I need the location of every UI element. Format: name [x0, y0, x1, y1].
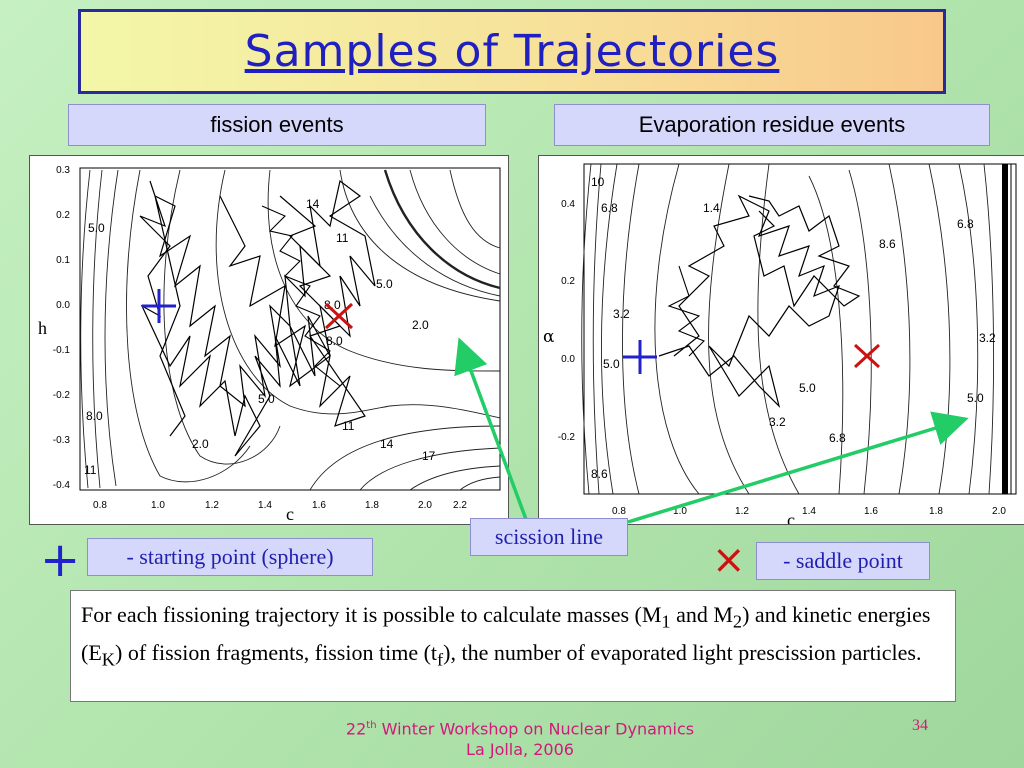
contour-label: 6.8: [829, 431, 846, 445]
y-tick: -0.2: [558, 432, 576, 443]
saddle-point-marker: [853, 343, 881, 369]
x-tick: 1.4: [258, 500, 272, 511]
x-tick: 1.2: [205, 500, 219, 511]
fission-events-header: fission events: [68, 104, 486, 146]
x-tick: 2.0: [418, 500, 432, 511]
contour-label: 1.4: [703, 201, 720, 215]
page-number: 34: [912, 717, 928, 734]
contour-label: 14: [380, 437, 394, 451]
y-axis-label: h: [38, 318, 47, 338]
title-box: Samples of Trajectories: [78, 9, 946, 94]
starting-point-legend: - starting point (sphere): [87, 538, 373, 576]
contour-label: 11: [336, 231, 349, 245]
contour-label: 11: [342, 419, 355, 433]
contour-label: 3.2: [979, 331, 996, 345]
contour-label: 2.0: [192, 437, 209, 451]
scission-line-label: scission line: [470, 518, 628, 556]
saddle-point-marker: [324, 302, 354, 330]
contour-label: 10: [591, 175, 605, 189]
x-tick: 1.6: [312, 500, 326, 511]
slide-title: Samples of Trajectories: [244, 26, 780, 77]
x-tick: 1.8: [365, 500, 379, 511]
y-tick: 0.2: [561, 276, 575, 287]
x-tick: 1.0: [673, 506, 687, 517]
x-tick: 1.6: [864, 506, 878, 517]
x-tick: 0.8: [93, 500, 107, 511]
contour-label: 17: [422, 449, 436, 463]
start-legend-plus-icon: +: [40, 532, 81, 588]
contour-label: 5.0: [258, 392, 275, 406]
x-axis-label: c: [787, 510, 795, 524]
y-tick: 0.2: [56, 210, 70, 221]
x-tick: 0.8: [612, 506, 626, 517]
description-text: For each fissioning trajectory it is pos…: [70, 590, 956, 702]
contour-label: 6.8: [957, 217, 974, 231]
y-tick: -0.4: [53, 480, 71, 491]
fission-trajectory-plot: 5.0 14 11 5.0 8.0 2.0 8.0 5.0 2.0 11 11 …: [29, 155, 509, 525]
saddle-legend-cross-icon: ×: [712, 537, 746, 583]
x-tick: 1.2: [735, 506, 749, 517]
contour-label: 8.0: [324, 298, 341, 312]
contour-label: 8.0: [326, 334, 343, 348]
start-point-marker: [623, 340, 657, 374]
evaporation-residue-header: Evaporation residue events: [554, 104, 990, 146]
x-tick: 1.0: [151, 500, 165, 511]
contour-label: 8.6: [879, 237, 896, 251]
saddle-point-legend: - saddle point: [756, 542, 930, 580]
x-tick: 1.4: [802, 506, 816, 517]
contour-label: 3.2: [769, 415, 786, 429]
contour-label: 2.0: [412, 318, 429, 332]
contour-label: 5.0: [799, 381, 816, 395]
x-axis-label: c: [286, 504, 294, 524]
contour-label: 5.0: [967, 391, 984, 405]
y-tick: 0.3: [56, 165, 70, 176]
y-tick: -0.1: [53, 345, 71, 356]
contour-label: 5.0: [88, 221, 105, 235]
contour-label: 5.0: [603, 357, 620, 371]
contour-label: 8.6: [591, 467, 608, 481]
x-tick: 2.0: [992, 506, 1006, 517]
y-tick: 0.0: [56, 300, 70, 311]
contour-label: 11: [84, 463, 97, 477]
y-axis-label: α: [543, 327, 555, 347]
contour-label: 6.8: [601, 201, 618, 215]
x-tick: 1.8: [929, 506, 943, 517]
x-tick: 2.2: [453, 500, 467, 511]
y-tick: -0.3: [53, 435, 71, 446]
contour-label: 3.2: [613, 307, 630, 321]
footer: 22th Winter Workshop on Nuclear Dynamics…: [345, 719, 695, 760]
contour-label: 5.0: [376, 277, 393, 291]
y-tick: 0.0: [561, 354, 575, 365]
y-tick: -0.2: [53, 390, 71, 401]
contour-label: 8.0: [86, 409, 103, 423]
y-tick: 0.1: [56, 255, 70, 266]
contour-label: 14: [306, 197, 320, 211]
y-tick: 0.4: [561, 199, 575, 210]
start-point-marker: [142, 289, 176, 323]
evaporation-trajectory-plot: 10 6.8 1.4 8.6 6.8 3.2 5.0 5.0 3.2 6.8 5…: [538, 155, 1024, 525]
